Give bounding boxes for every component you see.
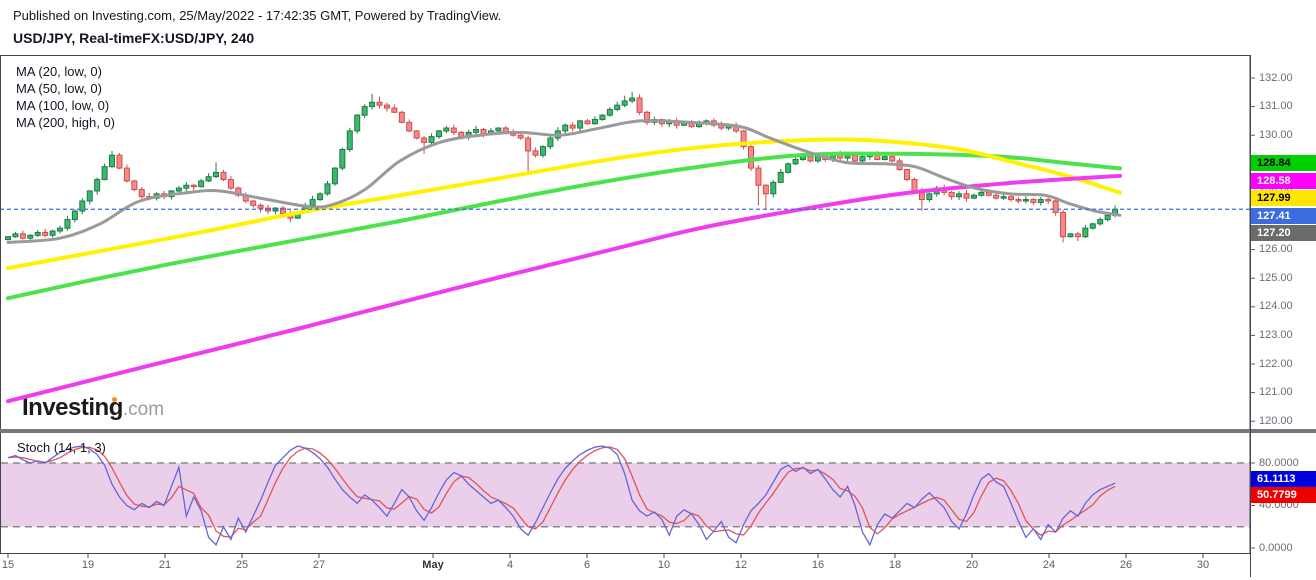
investing-watermark: Investing.com	[22, 394, 164, 422]
time-axis-label: 19	[81, 559, 95, 571]
price-axis-label: 131.00	[1259, 100, 1293, 113]
time-axis-label: 4	[506, 559, 514, 571]
ma-legend-item: MA (20, low, 0)	[16, 64, 102, 79]
time-axis-label: 16	[811, 559, 825, 571]
ma-20-badge: 127.20	[1251, 225, 1316, 242]
ma-50-badge: 127.99	[1251, 190, 1316, 207]
time-axis-label: 25	[235, 559, 249, 571]
time-axis-label: 10	[657, 559, 671, 571]
stoch-k-badge: 61.1113	[1251, 471, 1316, 488]
time-axis-label: 18	[888, 559, 902, 571]
price-axis-label: 126.00	[1259, 243, 1293, 256]
price-axis-label: 123.00	[1259, 328, 1293, 341]
stoch-k-line	[7, 445, 1116, 547]
ma-200-badge: 128.58	[1251, 172, 1316, 189]
price-axis-label: 121.00	[1259, 386, 1293, 399]
published-line: Published on Investing.com, 25/May/2022 …	[13, 8, 502, 23]
stoch-legend: Stoch (14, 1, 3)	[17, 440, 106, 455]
time-axis-label: May	[422, 559, 444, 571]
last-price-badge: 127.41	[1251, 207, 1316, 224]
time-axis-label: 12	[734, 559, 748, 571]
ma-legend-item: MA (200, high, 0)	[16, 115, 115, 130]
ma-line-1000	[6, 151, 1122, 301]
ma-line-200	[6, 119, 1122, 244]
investing-logo-text: Investing	[22, 394, 123, 421]
time-axis-label: 30	[1196, 559, 1210, 571]
ma-100-badge: 128.84	[1251, 155, 1316, 172]
price-axis-label: 130.00	[1259, 128, 1293, 141]
price-axis-label: 132.00	[1259, 71, 1293, 84]
stoch-axis-label: 80.0000	[1259, 456, 1299, 469]
ma-line-2000	[6, 173, 1122, 404]
ma-legend-item: MA (100, low, 0)	[16, 98, 110, 113]
ma-line-500	[6, 137, 1122, 271]
time-axis-label: 24	[1042, 559, 1056, 571]
ma-legend-item: MA (50, low, 0)	[16, 81, 102, 96]
time-axis-label: 26	[1119, 559, 1133, 571]
time-axis-label: 15	[1, 559, 15, 571]
price-axis-label: 120.00	[1259, 414, 1293, 427]
time-axis-label: 6	[583, 559, 591, 571]
logo-orange-dot-icon	[112, 397, 117, 402]
time-axis-label: 20	[965, 559, 979, 571]
stoch-band	[1, 463, 1250, 527]
ma-legend: MA (20, low, 0) MA (50, low, 0) MA (100, l…	[16, 63, 115, 131]
panel-separator	[0, 429, 1316, 433]
symbol-title: USD/JPY, Real-timeFX:USD/JPY, 240	[13, 30, 255, 46]
price-axis-label: 125.00	[1259, 271, 1293, 284]
stoch-d-badge: 50.7799	[1251, 487, 1316, 504]
price-axis-label: 124.00	[1259, 300, 1293, 313]
stoch-axis-label: 0.0000	[1259, 541, 1293, 554]
price-axis-label: 122.00	[1259, 357, 1293, 370]
stoch-d-line	[7, 446, 1116, 538]
investing-logo-suffix: .com	[122, 399, 165, 420]
time-axis-label: 21	[158, 559, 172, 571]
time-axis-label: 27	[312, 559, 326, 571]
